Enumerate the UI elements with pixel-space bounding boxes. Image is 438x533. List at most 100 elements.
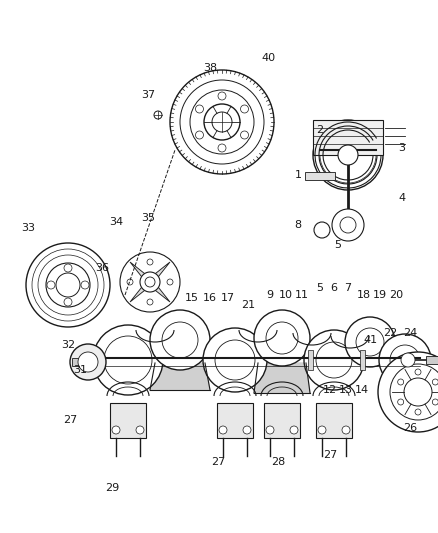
Circle shape [170,70,274,174]
Text: 2: 2 [316,125,324,135]
Circle shape [304,330,364,390]
Circle shape [342,426,350,434]
Circle shape [167,279,173,285]
Bar [110,403,146,438]
Circle shape [240,105,248,113]
Circle shape [147,259,153,265]
Text: 33: 33 [21,223,35,233]
Bar [264,403,300,438]
Circle shape [254,310,310,366]
Text: 38: 38 [203,63,217,73]
Circle shape [204,104,240,140]
Polygon shape [150,363,210,390]
Circle shape [38,255,98,315]
Circle shape [150,310,210,370]
Circle shape [332,209,364,241]
Circle shape [398,399,404,405]
Text: 13: 13 [339,385,353,395]
Text: 34: 34 [109,217,123,227]
Text: 31: 31 [73,365,87,375]
Text: 29: 29 [105,483,119,493]
Bar [308,350,313,370]
Circle shape [140,272,160,292]
Circle shape [203,328,267,392]
Circle shape [195,131,204,139]
Text: 37: 37 [141,90,155,100]
Circle shape [415,409,421,415]
Text: 28: 28 [271,457,285,467]
Circle shape [243,426,251,434]
Circle shape [398,379,404,385]
Text: 18: 18 [357,290,371,300]
Circle shape [127,279,133,285]
Circle shape [266,322,298,354]
Bar [316,403,352,438]
Text: 1: 1 [294,170,301,180]
Circle shape [64,298,72,306]
Circle shape [218,92,226,100]
Text: 22: 22 [383,328,397,338]
Circle shape [318,426,326,434]
Circle shape [432,379,438,385]
Circle shape [356,328,384,356]
Text: 15: 15 [185,293,199,303]
Text: 40: 40 [261,53,275,63]
Circle shape [70,344,106,380]
Circle shape [415,369,421,375]
Circle shape [162,322,198,358]
Circle shape [218,144,226,152]
Text: 26: 26 [403,423,417,433]
Circle shape [404,378,432,406]
Bar [426,356,438,364]
Polygon shape [254,363,310,393]
Circle shape [112,426,120,434]
Circle shape [145,277,155,287]
Text: 20: 20 [389,290,403,300]
Text: 6: 6 [331,283,338,293]
Text: 5: 5 [335,240,342,250]
Text: 4: 4 [399,193,406,203]
Bar [217,403,253,438]
Circle shape [93,325,163,395]
Circle shape [78,352,98,372]
Circle shape [195,105,204,113]
Circle shape [378,352,438,432]
Circle shape [432,399,438,405]
Circle shape [64,264,72,272]
Circle shape [56,273,80,297]
Circle shape [240,131,248,139]
Circle shape [320,127,376,183]
Circle shape [313,120,383,190]
Text: 27: 27 [211,457,225,467]
Bar [360,350,365,370]
Text: 3: 3 [399,143,406,153]
Circle shape [47,281,55,289]
Text: 8: 8 [294,220,301,230]
Circle shape [81,281,89,289]
Polygon shape [154,286,170,302]
Text: 36: 36 [95,263,109,273]
Text: 5: 5 [317,283,324,293]
Text: 32: 32 [61,340,75,350]
Bar [313,120,383,155]
Polygon shape [154,262,170,278]
Text: 7: 7 [344,283,352,293]
Circle shape [390,364,438,420]
Circle shape [219,426,227,434]
Circle shape [46,263,90,307]
Text: 41: 41 [363,335,377,345]
Circle shape [290,426,298,434]
Circle shape [314,222,330,238]
Circle shape [390,345,420,375]
Text: 9: 9 [266,290,274,300]
Polygon shape [130,262,146,278]
Text: 27: 27 [323,450,337,460]
Circle shape [338,145,358,165]
Text: 21: 21 [241,300,255,310]
Circle shape [401,353,415,367]
Bar [72,358,84,366]
Circle shape [147,299,153,305]
Circle shape [26,243,110,327]
Text: 35: 35 [141,213,155,223]
Circle shape [104,336,152,384]
